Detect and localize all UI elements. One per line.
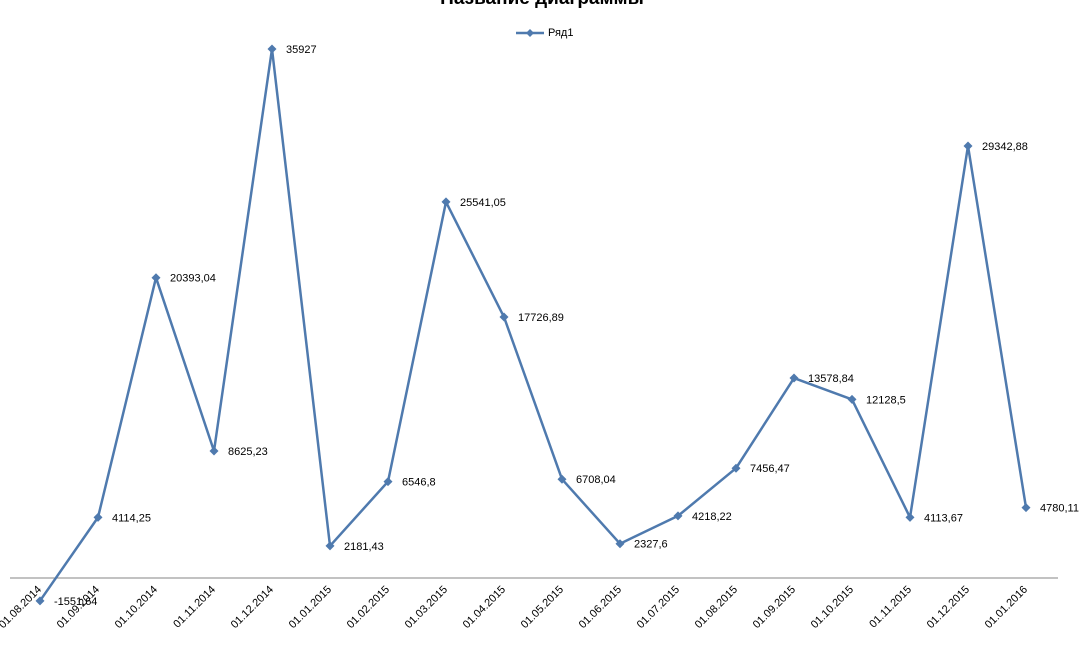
x-tick-label: 01.03.2015 — [403, 584, 450, 631]
data-label: -1551,64 — [54, 596, 97, 608]
x-tick-label: 01.11.2015 — [867, 584, 914, 631]
x-tick-label: 01.06.2015 — [577, 584, 624, 631]
data-point — [789, 373, 799, 383]
data-label: 4780,11 — [1040, 503, 1079, 515]
data-label: 35927 — [286, 44, 317, 56]
data-label: 4114,25 — [112, 512, 151, 524]
data-label: 12128,5 — [866, 394, 906, 406]
data-point — [441, 197, 451, 207]
data-label: 4113,67 — [924, 512, 963, 524]
series-line — [38, 47, 1028, 602]
x-tick-label: 01.12.2015 — [925, 584, 972, 631]
x-tick-label: 01.02.2015 — [345, 584, 392, 631]
x-tick-label: 01.01.2015 — [287, 584, 334, 631]
data-label: 13578,84 — [808, 373, 854, 385]
x-tick-label: 01.09.2015 — [751, 584, 798, 631]
data-point — [209, 446, 219, 456]
data-label: 6708,04 — [576, 474, 616, 486]
data-point — [267, 44, 277, 54]
data-label: 20393,04 — [170, 273, 216, 285]
data-label: 25541,05 — [460, 197, 506, 209]
data-label: 29342,88 — [982, 141, 1028, 153]
data-label: 6546,8 — [402, 477, 436, 489]
data-label: 7456,47 — [750, 463, 790, 475]
data-point — [731, 463, 741, 473]
legend: Ряд1 — [516, 25, 573, 41]
chart-title: Название диаграммы — [0, 0, 1084, 10]
x-tick-label: 01.11.2014 — [171, 584, 218, 631]
x-tick-label: 01.05.2015 — [519, 584, 566, 631]
data-point — [1021, 503, 1031, 513]
data-point — [499, 312, 509, 322]
data-label: 2181,43 — [344, 541, 384, 553]
data-label: 8625,23 — [228, 446, 268, 458]
data-label: 2327,6 — [634, 539, 668, 551]
data-label: 4218,22 — [692, 511, 732, 523]
x-tick-label: 01.10.2015 — [809, 584, 856, 631]
x-tick-label: 01.04.2015 — [461, 584, 508, 631]
data-point — [151, 273, 161, 283]
data-point — [615, 539, 625, 549]
x-tick-label: 01.10.2014 — [113, 584, 160, 631]
data-point — [963, 141, 973, 151]
data-point — [35, 596, 45, 606]
x-tick-label: 01.07.2015 — [635, 584, 682, 631]
x-tick-label: 01.01.2016 — [983, 584, 1030, 631]
x-tick-label: 01.12.2014 — [229, 584, 276, 631]
data-point — [847, 394, 857, 404]
data-point — [93, 512, 103, 522]
x-tick-label: 01.08.2014 — [0, 584, 44, 631]
legend-label: Ряд1 — [548, 27, 574, 39]
data-label: 17726,89 — [518, 312, 564, 324]
x-tick-label: 01.08.2015 — [693, 584, 740, 631]
data-point — [905, 512, 915, 522]
data-point — [557, 474, 567, 484]
data-point — [383, 477, 393, 487]
data-point — [325, 541, 335, 551]
data-point — [673, 511, 683, 521]
legend-marker — [516, 29, 544, 37]
